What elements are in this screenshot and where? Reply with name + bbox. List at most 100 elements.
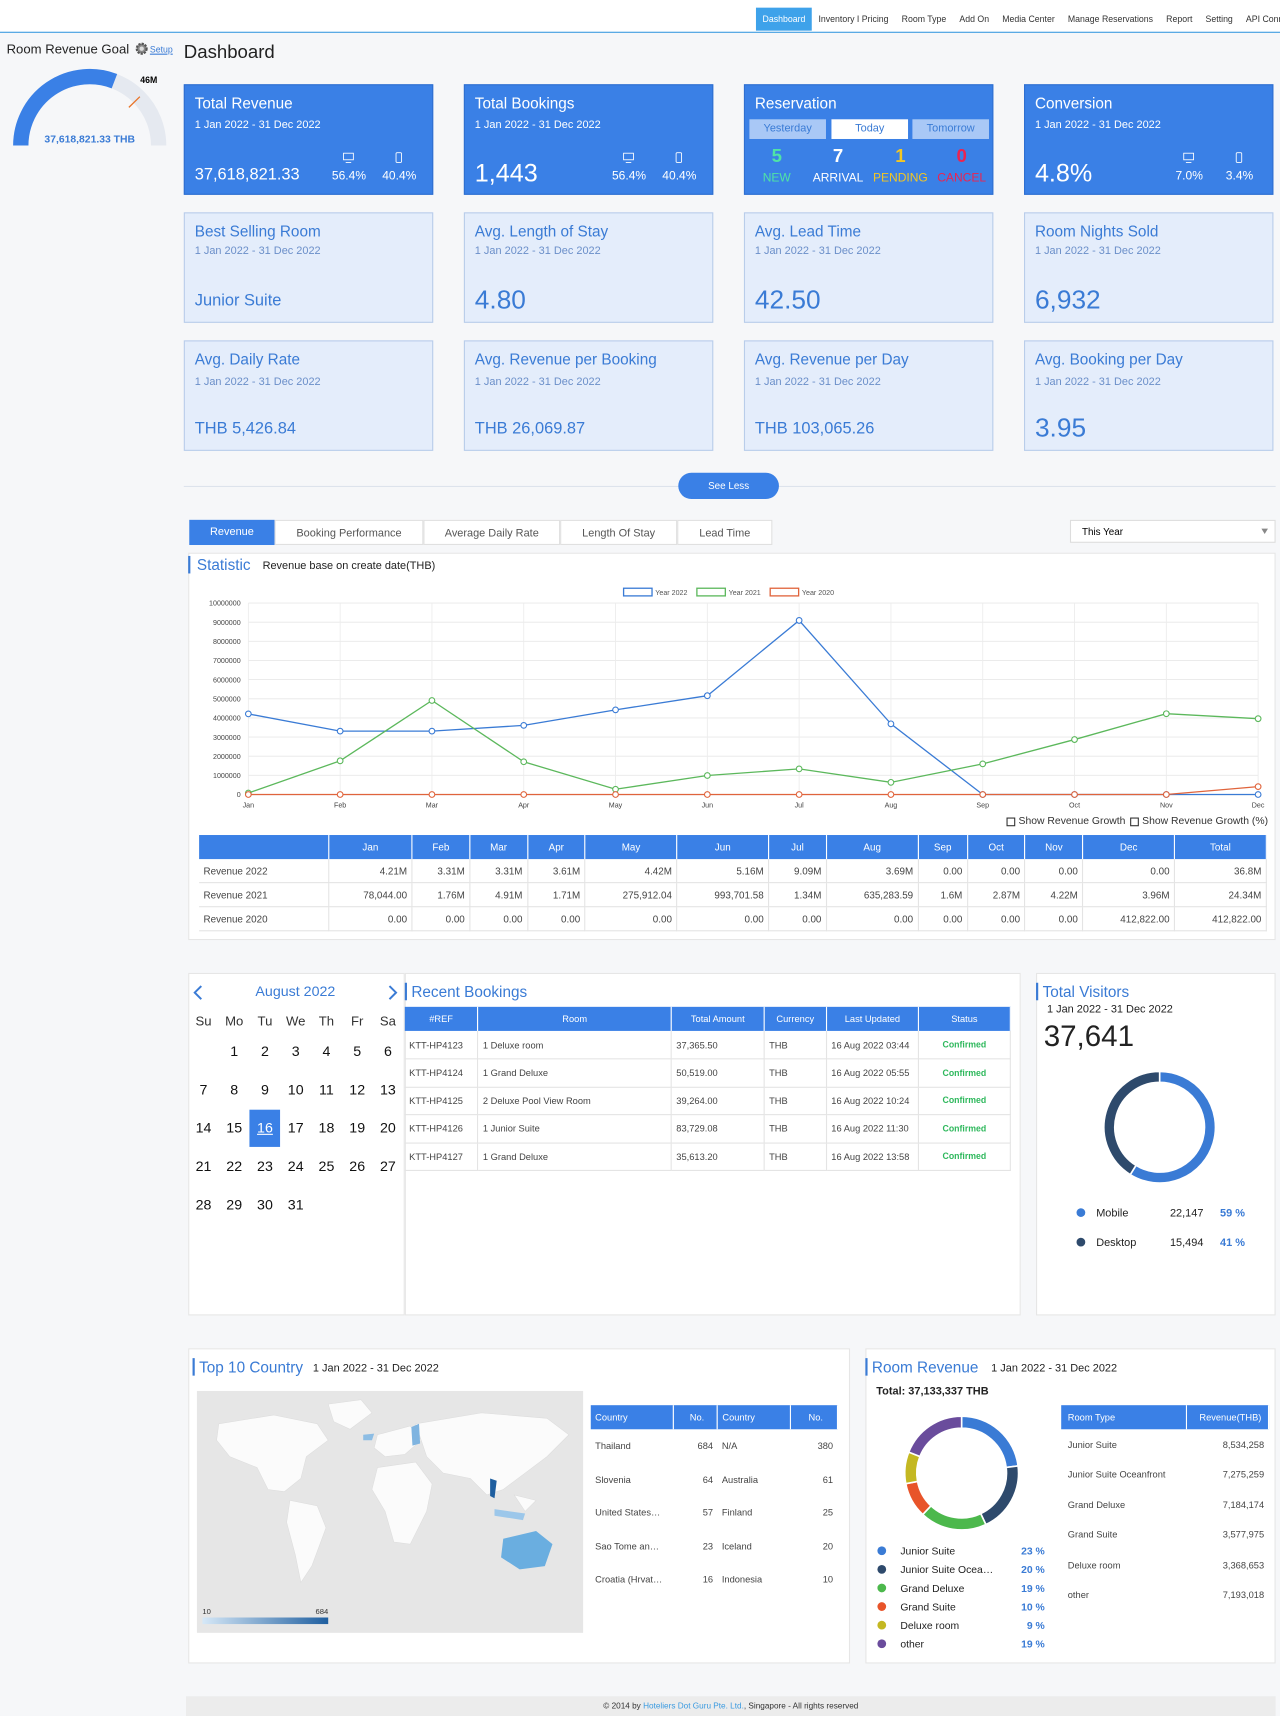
table-cell: 0.00 — [527, 906, 586, 932]
day[interactable]: 8 — [230, 1081, 239, 1098]
day[interactable]: 29 — [226, 1196, 243, 1213]
data-point — [1071, 736, 1078, 743]
checkbox[interactable] — [1130, 817, 1139, 827]
country-date: 1 Jan 2022 - 31 Dec 2022 — [312, 1362, 439, 1375]
day[interactable]: 30 — [257, 1196, 273, 1213]
header-cell: Sep — [918, 835, 968, 860]
table-row: United States… 57 Finland 25 — [591, 1496, 838, 1529]
checkbox[interactable] — [1006, 817, 1016, 827]
card-date: 1 Jan 2022 - 31 Dec 2022 — [194, 245, 321, 258]
header-cell: Status — [918, 1006, 1011, 1031]
nav-item[interactable]: Room Type — [901, 14, 947, 25]
summary-card: Total Revenue 1 Jan 2022 - 31 Dec 2022 37,… — [183, 84, 434, 195]
day[interactable]: 23 — [257, 1157, 273, 1175]
day[interactable]: 27 — [380, 1157, 396, 1175]
day[interactable]: 19 — [349, 1119, 366, 1136]
nav-bar — [0, 0, 1280, 33]
table-cell: 0.00 — [328, 906, 413, 932]
day[interactable]: 15 — [226, 1119, 243, 1136]
table-cell: 57 — [702, 1507, 714, 1519]
table-row: Junior Suite 8,534,258 — [1061, 1429, 1268, 1459]
nav-item[interactable]: API Connect — [1245, 14, 1280, 25]
day[interactable]: 1 — [230, 1042, 239, 1060]
day[interactable]: 6 — [383, 1042, 392, 1060]
see-less-button[interactable]: See Less — [678, 472, 779, 500]
stat-card: Avg. Lead Time 1 Jan 2022 - 31 Dec 2022 42… — [743, 212, 994, 323]
table-cell: 1.71M — [527, 882, 586, 908]
reservation-tab[interactable]: Today — [831, 119, 909, 139]
card-date: 1 Jan 2022 - 31 Dec 2022 — [474, 119, 601, 132]
mobile-icon — [1235, 152, 1243, 163]
day[interactable]: 28 — [195, 1196, 212, 1213]
nav-item[interactable]: Add On — [959, 14, 990, 25]
data-point — [520, 721, 528, 729]
day[interactable]: 26 — [349, 1157, 366, 1175]
card-date: 1 Jan 2022 - 31 Dec 2022 — [194, 119, 321, 132]
chart-tab[interactable]: Length Of Stay — [560, 519, 678, 546]
footer-link[interactable]: Hoteliers Dot Guru Pte. Ltd. — [643, 1700, 744, 1711]
day[interactable]: 11 — [319, 1081, 334, 1098]
revenue-table: Jan Feb Mar Apr May Jun Jul Aug Sep Oct Nov Dec Tota… — [199, 835, 1267, 932]
reservation-card: Reservation Yesterday Today Tomorrow 5 NEW 7 AR… — [743, 84, 994, 195]
chart-title: Statistic — [188, 555, 251, 574]
period-select[interactable]: This Year — [1069, 519, 1276, 543]
chart-tab[interactable]: Average Daily Rate — [423, 519, 561, 546]
legend-dot — [877, 1546, 887, 1556]
nav-item[interactable]: Dashboard — [755, 7, 812, 31]
day[interactable]: 14 — [195, 1119, 212, 1136]
nav-item[interactable]: Manage Reservations — [1067, 14, 1154, 25]
card-title: Avg. Booking per Day — [1034, 350, 1183, 368]
table-cell: 16 Aug 2022 10:24 — [826, 1086, 919, 1116]
day[interactable]: 9 — [260, 1081, 269, 1098]
table-cell: 9.09M — [768, 859, 827, 884]
data-point — [1071, 791, 1078, 798]
legend-percent: 19 % — [1021, 1584, 1045, 1595]
y-tick-label: 7000000 — [213, 657, 241, 665]
nav-item[interactable]: Media Center — [1002, 14, 1055, 25]
table-row: KTT-HP4127 1 Grand Deluxe 35,613.20 THB 16 A… — [404, 1142, 1011, 1171]
day[interactable]: 25 — [318, 1157, 335, 1175]
day[interactable]: 10 — [287, 1081, 304, 1098]
day[interactable]: 24 — [287, 1157, 304, 1175]
chart-tab[interactable]: Lead Time — [677, 519, 773, 546]
day[interactable]: 2 — [260, 1042, 269, 1060]
day[interactable]: 13 — [380, 1081, 396, 1098]
room-revenue-date: 1 Jan 2022 - 31 Dec 2022 — [991, 1362, 1118, 1375]
legend-label: Year 2022 — [655, 589, 687, 597]
day[interactable]: 5 — [353, 1042, 362, 1060]
pie-segment — [907, 1415, 963, 1458]
day[interactable]: 7 — [199, 1081, 208, 1098]
setup-link[interactable]: Setup — [149, 44, 173, 55]
legend-percent: 41 % — [1220, 1237, 1245, 1249]
nav-item[interactable]: Inventory I Pricing — [818, 14, 889, 25]
phone — [395, 152, 402, 163]
day[interactable]: 18 — [318, 1119, 335, 1136]
header-cell: Country — [590, 1405, 674, 1430]
chart-tab[interactable]: Revenue — [189, 519, 275, 546]
header-cell: Total — [1174, 835, 1267, 860]
reservation-tab[interactable]: Yesterday — [749, 119, 826, 139]
day[interactable]: 17 — [287, 1119, 304, 1136]
day[interactable]: 22 — [226, 1157, 243, 1175]
day[interactable]: 21 — [195, 1157, 212, 1175]
table-row: Revenue 2020 0.00 0.00 0.00 0.00 0.00 0.00 0.00… — [199, 906, 1267, 932]
reservation-tab[interactable]: Tomorrow — [912, 119, 989, 139]
day[interactable]: 20 — [380, 1119, 396, 1136]
day[interactable]: 31 — [287, 1196, 304, 1213]
desktop-icon — [343, 152, 354, 163]
day[interactable]: 4 — [322, 1042, 331, 1060]
table-cell: 24.34M — [1174, 882, 1267, 908]
line-chart: 0 1000000 2000000 3000000 4000000 5000000 6000… — [209, 587, 1265, 810]
table-cell: 4.22M — [1025, 882, 1084, 908]
day[interactable]: 3 — [291, 1042, 300, 1060]
table-cell: 0.00 — [768, 906, 827, 932]
day[interactable]: 16 — [257, 1119, 273, 1136]
day[interactable]: 12 — [349, 1081, 366, 1098]
card-date: 1 Jan 2022 - 31 Dec 2022 — [474, 245, 601, 258]
table-cell: 275,912.04 — [585, 882, 678, 908]
nav-item[interactable]: Setting — [1205, 14, 1233, 25]
chart-tab[interactable]: Booking Performance — [274, 519, 424, 546]
land — [415, 1412, 570, 1496]
nav-item[interactable]: Report — [1166, 14, 1193, 25]
scale-max: 684 — [315, 1607, 328, 1616]
